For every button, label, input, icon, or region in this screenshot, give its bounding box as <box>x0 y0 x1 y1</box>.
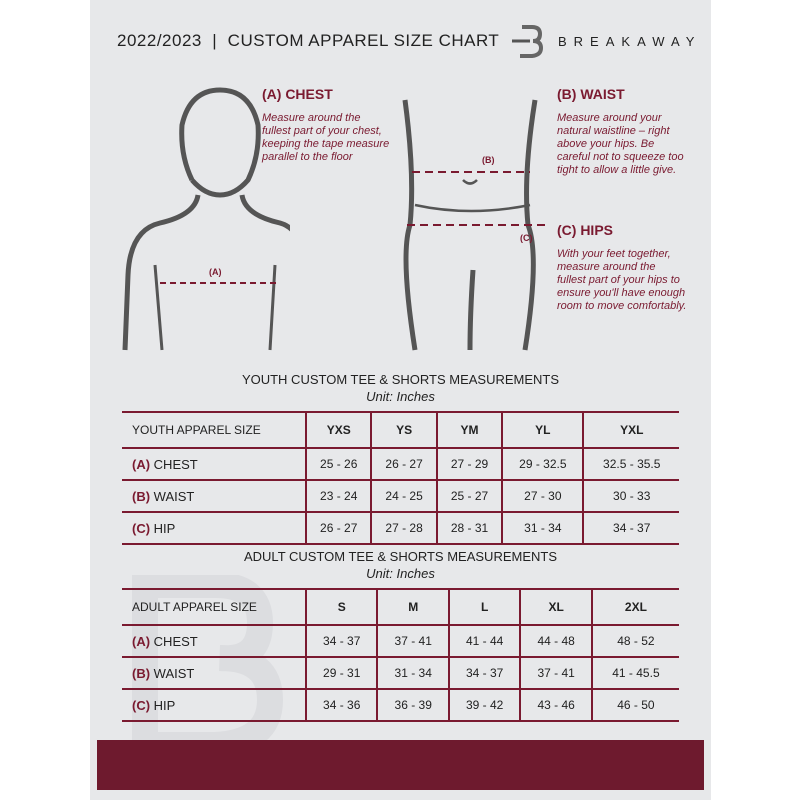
row-letter: (B) <box>132 665 151 681</box>
header-cell: YS <box>370 412 437 448</box>
youth-table-title: YOUTH CUSTOM TEE & SHORTS MEASUREMENTS <box>241 372 560 387</box>
row-label: (C) HIP <box>122 689 306 721</box>
header-cell: M <box>376 589 449 625</box>
measurement-cell: 30 - 33 <box>582 480 679 512</box>
row-measure: HIP <box>153 697 176 713</box>
youth-size-table: YOUTH APPAREL SIZE YXS YS YM YL YXL (A) CHEST… <box>122 411 679 545</box>
measurement-cell: 27 - 30 <box>501 480 584 512</box>
measurement-cell: 32.5 - 35.5 <box>582 448 679 480</box>
measurement-cell: 41 - 44 <box>447 625 521 657</box>
row-measure: WAIST <box>153 665 195 681</box>
measurement-cell: 46 - 50 <box>590 689 679 721</box>
measurement-cell: 27 - 29 <box>435 448 503 480</box>
row-letter: (A) <box>132 633 151 649</box>
chest-marker: (A) <box>209 267 222 277</box>
measurement-cell: 25 - 27 <box>435 480 503 512</box>
size-chart-page: 2022/2023 | CUSTOM APPAREL SIZE CHART BR… <box>90 0 711 800</box>
chest-figure-illustration <box>122 87 290 351</box>
table-row: (B) WAIST 29 - 31 31 - 34 34 - 37 37 - 41 41 … <box>122 657 679 689</box>
measurement-cell: 36 - 39 <box>376 689 449 721</box>
header-cell: YOUTH APPAREL SIZE <box>132 423 261 437</box>
table-row: (C) HIP 34 - 36 36 - 39 39 - 42 43 - 46 46 - … <box>122 689 679 721</box>
measurement-cell: 25 - 26 <box>304 448 372 480</box>
table-row: (B) WAIST 23 - 24 24 - 25 25 - 27 27 - 30 30 … <box>122 480 679 512</box>
measurement-cell: 43 - 46 <box>519 689 592 721</box>
measurement-cell: 27 - 28 <box>370 512 437 544</box>
measurement-cell: 44 - 48 <box>519 625 592 657</box>
row-letter: (A) <box>132 456 151 472</box>
header-cell: YM <box>435 412 503 448</box>
table-row: (C) HIP 26 - 27 27 - 28 28 - 31 31 - 34 34 - … <box>122 512 679 544</box>
measurement-cell: 31 - 34 <box>376 657 449 689</box>
measurement-cell: 29 - 32.5 <box>501 448 584 480</box>
waist-marker: (B) <box>482 155 495 165</box>
header-cell: YXS <box>304 412 372 448</box>
row-letter: (B) <box>132 488 151 504</box>
measurement-cell: 31 - 34 <box>501 512 584 544</box>
waist-hips-figure-illustration <box>402 99 545 351</box>
measurement-cell: 26 - 27 <box>304 512 372 544</box>
hips-marker: (C) <box>520 233 533 243</box>
measurement-cell: 48 - 52 <box>590 625 679 657</box>
hips-instructions: With your feet together, measure around … <box>557 248 687 312</box>
measurement-cell: 37 - 41 <box>376 625 449 657</box>
measurement-cell: 29 - 31 <box>304 657 378 689</box>
header-cell: L <box>447 589 521 625</box>
row-label: (B) WAIST <box>122 480 306 512</box>
measurement-cell: 34 - 37 <box>582 512 679 544</box>
measurement-cell: 34 - 37 <box>304 625 378 657</box>
measurement-cell: 34 - 37 <box>447 657 521 689</box>
table-row: (A) CHEST 25 - 26 26 - 27 27 - 29 29 - 32.5 3… <box>122 448 679 480</box>
row-measure: CHEST <box>153 633 198 649</box>
adult-table-unit: Unit: Inches <box>366 566 435 581</box>
table-header-row: ADULT APPAREL SIZE S M L XL 2XL <box>122 589 679 625</box>
measurement-cell: 23 - 24 <box>304 480 372 512</box>
watermark-logo <box>132 575 284 745</box>
brand-name: BREAKAWAY <box>558 34 702 49</box>
measurement-cell: 34 - 36 <box>304 689 378 721</box>
header-cell: ADULT APPAREL SIZE <box>132 600 257 614</box>
row-label: (A) CHEST <box>122 448 306 480</box>
header-cell: XL <box>519 589 592 625</box>
row-measure: CHEST <box>153 456 198 472</box>
header-cell: 2XL <box>590 589 679 625</box>
adult-size-table: ADULT APPAREL SIZE S M L XL 2XL (A) CHEST 34 -… <box>122 588 679 722</box>
youth-table-unit: Unit: Inches <box>366 389 435 404</box>
measurement-cell: 37 - 41 <box>519 657 592 689</box>
table-row: (A) CHEST 34 - 37 37 - 41 41 - 44 44 - 48 48 … <box>122 625 679 657</box>
header-cell: YL <box>501 412 584 448</box>
table-header-row: YOUTH APPAREL SIZE YXS YS YM YL YXL <box>122 412 679 448</box>
chest-heading: (A) CHEST <box>262 86 333 102</box>
measurement-cell: 26 - 27 <box>370 448 437 480</box>
row-letter: (C) <box>132 520 151 536</box>
waist-heading: (B) WAIST <box>557 86 625 102</box>
measurement-cell: 28 - 31 <box>435 512 503 544</box>
footer-bar <box>97 740 704 790</box>
row-label: (C) HIP <box>122 512 306 544</box>
row-measure: HIP <box>153 520 176 536</box>
row-label: (A) CHEST <box>122 625 306 657</box>
row-letter: (C) <box>132 697 151 713</box>
adult-table-title: ADULT CUSTOM TEE & SHORTS MEASUREMENTS <box>243 549 557 564</box>
hips-heading: (C) HIPS <box>557 222 613 238</box>
header-cell: S <box>304 589 378 625</box>
chest-instructions: Measure around the fullest part of your … <box>262 112 390 163</box>
measurement-cell: 41 - 45.5 <box>590 657 679 689</box>
waist-instructions: Measure around your natural waistline – … <box>557 112 684 176</box>
measurement-cell: 24 - 25 <box>370 480 437 512</box>
measurement-cell: 39 - 42 <box>447 689 521 721</box>
row-label: (B) WAIST <box>122 657 306 689</box>
breakaway-logo-icon <box>512 25 544 58</box>
row-measure: WAIST <box>153 488 195 504</box>
page-title: 2022/2023 | CUSTOM APPAREL SIZE CHART <box>117 31 500 50</box>
header-cell: YXL <box>582 412 679 448</box>
